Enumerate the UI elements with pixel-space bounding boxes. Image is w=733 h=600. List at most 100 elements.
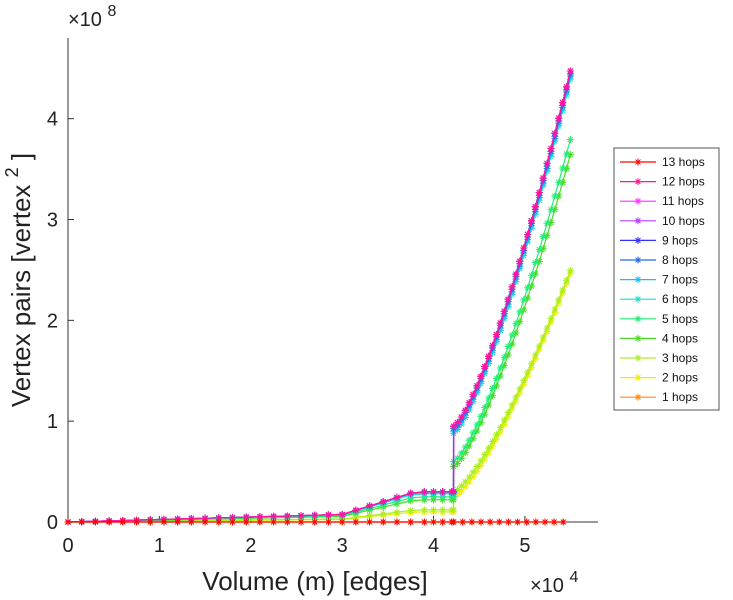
- data-point: [393, 508, 401, 516]
- data-point: [465, 442, 473, 450]
- series-8-hops: [64, 70, 574, 526]
- legend-label: 12 hops: [662, 175, 705, 189]
- data-point: [187, 518, 195, 526]
- data-point: [457, 482, 465, 490]
- data-point: [495, 518, 503, 526]
- y-tick-label: 4: [47, 109, 58, 131]
- data-point: [420, 488, 428, 496]
- data-point: [481, 455, 489, 463]
- data-point: [563, 276, 571, 284]
- legend-marker: [634, 393, 642, 401]
- x-tick-label: 1: [154, 535, 165, 557]
- y-axis-label-superscript: 2: [2, 167, 22, 177]
- data-point: [461, 443, 469, 451]
- legend-marker: [634, 256, 642, 264]
- data-point: [338, 510, 346, 518]
- data-point: [473, 382, 481, 390]
- series-line: [67, 75, 571, 523]
- data-point: [105, 518, 113, 526]
- data-point: [532, 518, 540, 526]
- data-point: [555, 296, 563, 304]
- data-point: [551, 192, 559, 200]
- data-point: [366, 502, 374, 510]
- data-point: [543, 324, 551, 332]
- data-point: [430, 506, 438, 514]
- data-point: [520, 244, 528, 252]
- data-point: [539, 174, 547, 182]
- data-point: [473, 467, 481, 475]
- legend-item: 13 hops: [620, 155, 705, 169]
- data-point: [461, 483, 469, 491]
- data-point: [481, 451, 489, 459]
- legend-item: 8 hops: [620, 253, 698, 267]
- x-exponent-label: ×10 4: [530, 569, 579, 597]
- legend-marker: [634, 178, 642, 186]
- series-13-hops: [64, 518, 567, 526]
- data-point: [527, 364, 535, 372]
- series-line: [67, 73, 571, 523]
- data-point: [489, 384, 497, 392]
- data-point: [492, 431, 500, 439]
- data-point: [535, 246, 543, 254]
- data-point: [91, 518, 99, 526]
- data-point: [469, 468, 477, 476]
- data-point: [450, 422, 458, 430]
- data-point: [566, 136, 574, 144]
- legend-label: 4 hops: [662, 331, 698, 345]
- legend-marker: [634, 295, 642, 303]
- data-point: [352, 506, 360, 514]
- data-point: [512, 270, 520, 278]
- legend-item: 7 hops: [620, 273, 698, 287]
- legend-label: 2 hops: [662, 371, 698, 385]
- data-point: [559, 518, 567, 526]
- data-point: [457, 413, 465, 421]
- data-point: [465, 478, 473, 486]
- data-point: [563, 165, 571, 173]
- data-point: [547, 206, 555, 214]
- legend-marker: [634, 334, 642, 342]
- data-point: [174, 518, 182, 526]
- data-point: [524, 284, 532, 292]
- y-axis-label-main: Vertex pairs [vertex: [6, 185, 36, 408]
- data-point: [485, 401, 493, 409]
- data-point: [459, 518, 467, 526]
- data-point: [543, 159, 551, 167]
- data-point: [504, 413, 512, 421]
- data-point: [496, 319, 504, 327]
- data-point: [535, 342, 543, 350]
- data-point: [366, 512, 374, 520]
- data-point: [465, 473, 473, 481]
- data-point: [439, 488, 447, 496]
- data-point: [311, 518, 319, 526]
- data-point: [324, 518, 332, 526]
- data-point: [512, 329, 520, 337]
- data-point: [531, 270, 539, 278]
- data-point: [531, 203, 539, 211]
- data-point: [393, 518, 401, 526]
- legend-item: 1 hops: [620, 390, 698, 404]
- data-point: [485, 444, 493, 452]
- x-tick-label: 2: [245, 535, 256, 557]
- legend-item: 9 hops: [620, 233, 698, 247]
- data-point: [201, 514, 209, 522]
- legend-label: 7 hops: [662, 273, 698, 287]
- data-point: [520, 377, 528, 385]
- data-point: [547, 145, 555, 153]
- data-point: [450, 518, 458, 526]
- data-point: [508, 405, 516, 413]
- data-point: [270, 512, 278, 520]
- data-point: [508, 283, 516, 291]
- series-10-hops: [64, 67, 574, 526]
- data-point: [215, 514, 223, 522]
- data-point: [133, 518, 141, 526]
- data-point: [551, 305, 559, 313]
- data-point: [481, 363, 489, 371]
- data-point: [311, 511, 319, 519]
- data-point: [516, 257, 524, 265]
- data-point: [496, 423, 504, 431]
- data-point: [559, 178, 567, 186]
- data-point: [297, 512, 305, 520]
- data-point: [454, 486, 462, 494]
- legend-item: 6 hops: [620, 292, 698, 306]
